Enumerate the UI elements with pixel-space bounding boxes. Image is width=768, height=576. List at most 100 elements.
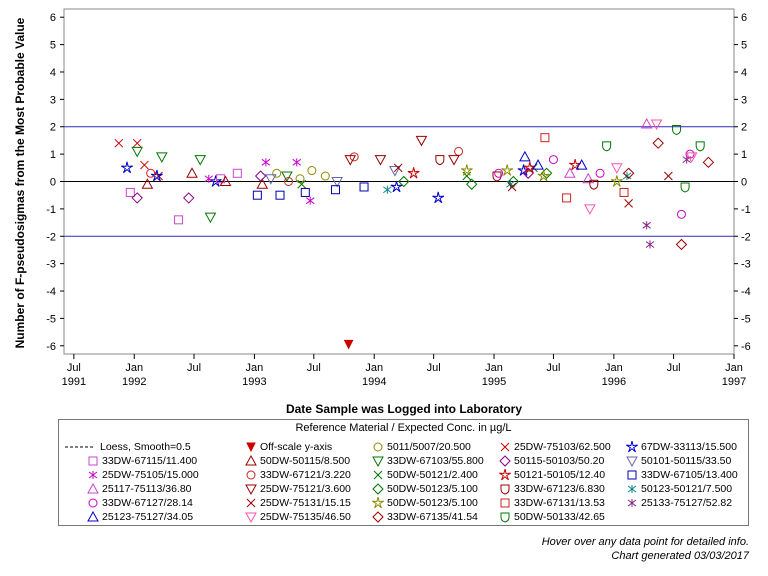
data-point (261, 158, 271, 167)
legend-swatch (373, 442, 383, 451)
y-tick-label-right: 4 (741, 67, 747, 79)
data-point (344, 155, 357, 166)
data-point (132, 138, 142, 148)
legend-entry: 25DW-75121/3.600 (245, 482, 372, 495)
x-axis-title: Date Sample was Logged into Laboratory (286, 402, 522, 416)
legend-entry: 50DW-50133/42.65 (499, 510, 626, 523)
y-tick-label-right: 2 (741, 122, 747, 134)
hover-hint: Hover over any data point for detailed i… (541, 536, 749, 548)
data-point (174, 215, 184, 225)
data-point (650, 119, 663, 131)
legend-entry: 33DW-67121/3.220 (245, 468, 372, 481)
legend-entry: 50115-50103/50.20 (499, 454, 626, 467)
data-point (702, 156, 715, 169)
legend-entries: Loess, Smooth=0.5 Off-scale y-axis 5011/50… (63, 440, 743, 523)
y-tick-label-left: 0 (50, 177, 56, 189)
legend-swatch (499, 454, 511, 467)
data-point (307, 166, 317, 176)
legend-marker (88, 470, 98, 479)
data-point (146, 168, 156, 178)
legend-label: 50DW-50123/5.100 (387, 496, 478, 509)
data-point (460, 164, 473, 176)
y-tick-label-left: 6 (50, 12, 56, 24)
legend-entry: 50DW-50123/5.100 (372, 496, 499, 509)
legend-entry: 25DW-75105/15.000 (63, 468, 245, 481)
legend-marker (499, 454, 511, 467)
y-tick-label-right: 3 (741, 94, 747, 106)
data-point (209, 175, 222, 187)
legend-marker (373, 442, 383, 451)
x-tick-label-month: Jul (67, 362, 81, 374)
y-tick-label-right: -3 (741, 259, 751, 271)
legend-entry: 50101-50115/33.50 (626, 454, 743, 467)
legend-label: 50115-50103/50.20 (514, 454, 605, 467)
data-point (343, 339, 354, 350)
x-tick-label-month: Jan (485, 362, 503, 374)
x-tick-label-year: 1995 (482, 376, 506, 388)
data-point (155, 152, 168, 163)
legend-marker (245, 454, 257, 465)
legend-entry: 33DW-67123/6.830 (499, 482, 626, 495)
data-point (359, 182, 369, 192)
data-point (619, 187, 629, 197)
legend-marker (372, 456, 384, 467)
data-point (584, 204, 596, 215)
legend-label: 33DW-67105/13.400 (641, 468, 738, 481)
x-tick-label-year: 1997 (722, 376, 746, 388)
legend-marker (372, 482, 384, 495)
legend-marker (627, 484, 637, 493)
data-point (219, 175, 232, 186)
data-point (610, 163, 623, 174)
legend-marker (500, 498, 510, 507)
legend-label: 33DW-67123/6.830 (514, 482, 605, 495)
legend-label: 50121-50105/12.40 (514, 468, 606, 481)
legend-marker (500, 484, 510, 495)
x-axis: Jul 1991 Jan 1992 Jul Jan 1993 Jul Jan 1994 Jul Jan… (62, 354, 746, 388)
legend-label: 50DW-50115/8.500 (260, 454, 351, 467)
y-tick-label-left: 1 (50, 149, 56, 161)
x-tick-label-month: Jan (246, 362, 264, 374)
x-tick-label-month: Jan (125, 362, 143, 374)
y-tick-label-left: -3 (46, 259, 56, 271)
data-point (232, 168, 242, 178)
legend-marker (245, 484, 257, 495)
data-point (114, 138, 124, 148)
y-tick-label-right: -6 (741, 341, 751, 353)
legend-label: 33DW-67115/11.400 (102, 454, 198, 467)
data-point (582, 172, 595, 184)
legend-entry: 50123-50121/7.500 (626, 482, 743, 495)
y-axis-title: Number of F-pseudosigmas from the Most P… (13, 17, 27, 348)
legend-swatch (372, 482, 384, 495)
data-point (275, 190, 285, 200)
x-tick-label-month: Jul (546, 362, 560, 374)
legend-swatch (87, 510, 99, 521)
legend-entry: 33DW-67115/11.400 (63, 454, 245, 467)
x-tick-label-year: 1996 (602, 376, 626, 388)
data-point (272, 168, 282, 178)
legend-swatch (246, 470, 256, 479)
legend-title: Reference Material / Expected Conc. in µ… (295, 422, 512, 434)
data-point (532, 159, 544, 170)
legend-marker (373, 470, 383, 479)
legend-entry: 5011/5007/20.500 (372, 440, 499, 453)
legend-label: 5011/5007/20.500 (387, 440, 471, 453)
legend-entry: 25DW-75131/15.15 (245, 496, 372, 509)
y-tick-label-left: -6 (46, 341, 56, 353)
x-tick-label-month: Jan (725, 362, 743, 374)
y-axis-left: -6 -5 -4 -3 -2 -1 0 1 2 3 4 5 6 (46, 12, 64, 353)
legend-swatch (372, 456, 384, 467)
y-axis-right: -6 -5 -4 -3 -2 -1 0 1 2 3 4 5 6 (734, 12, 751, 353)
legend-label: Off-scale y-axis (260, 440, 333, 453)
legend-marker (87, 510, 99, 521)
legend-label: 50DW-50121/2.400 (387, 468, 478, 481)
legend-label: 33DW-67127/28.14 (102, 496, 193, 509)
data-point (680, 182, 690, 193)
legend-label: 25DW-75103/62.500 (514, 440, 611, 453)
data-point (256, 178, 269, 189)
legend-label: 25DW-75121/3.600 (260, 482, 351, 495)
y-tick-label-right: 1 (741, 149, 747, 161)
data-point (330, 185, 340, 195)
data-point (374, 155, 387, 166)
data-point (569, 158, 582, 171)
